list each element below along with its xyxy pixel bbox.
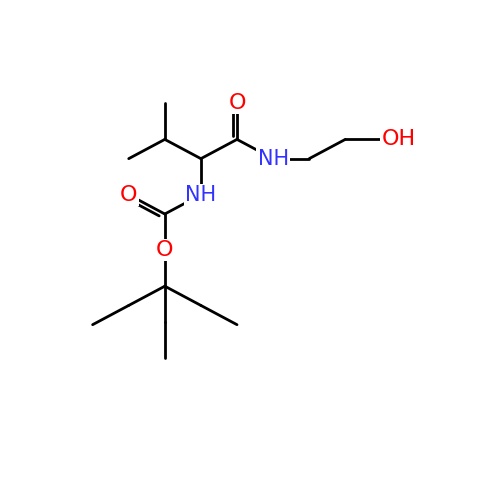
Text: NH: NH	[258, 148, 288, 169]
Text: OH: OH	[382, 130, 416, 150]
Text: O: O	[228, 94, 246, 114]
Text: O: O	[156, 240, 174, 260]
Text: NH: NH	[186, 184, 216, 205]
Text: O: O	[120, 184, 138, 205]
